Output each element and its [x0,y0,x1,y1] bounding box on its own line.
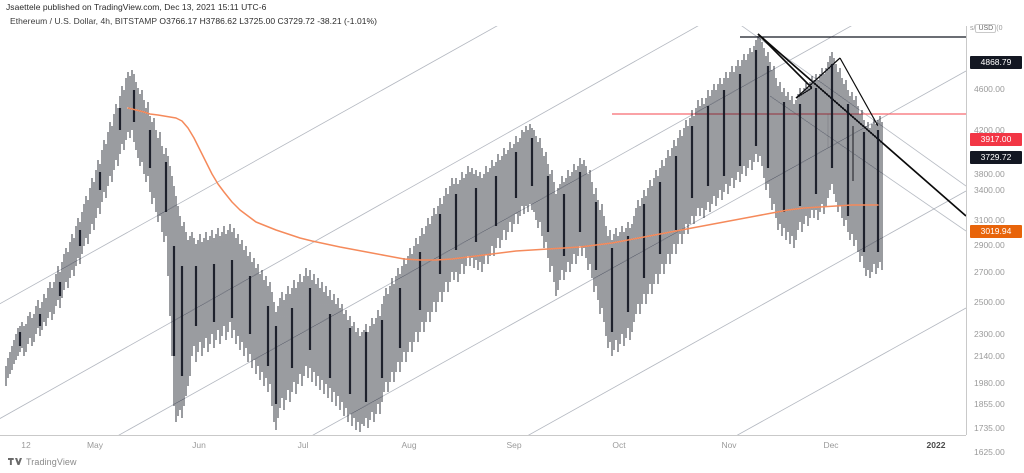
price-tick: 2500.00 [974,297,1005,307]
price-tick: 2140.00 [974,351,1005,361]
time-tick: Aug [401,440,417,450]
currency-prefix: s/ [970,25,976,32]
tradingview-logo-icon [8,457,22,465]
time-tick: Dec [823,440,839,450]
last-price-tag[interactable]: 3729.72 [970,151,1022,164]
time-tick: May [86,440,104,450]
symbol-quote-line: Ethereum / U.S. Dollar, 4h, BITSTAMP O37… [10,16,377,26]
time-axis[interactable]: 12 May Jun Jul Aug Sep Oct Nov Dec 2022 [0,435,1024,455]
high-price-tag[interactable]: 4868.79 [970,56,1022,69]
price-candles [5,36,883,432]
alert-price-tag[interactable]: 3917.00 [970,133,1022,146]
price-tick: 1855.00 [974,399,1005,409]
watermark-label: TradingView [26,457,77,467]
tradingview-watermark: TradingView [8,457,77,467]
open-value: O3766.17 [159,16,198,26]
high-value: H3786.62 [199,16,237,26]
price-tick: 2700.00 [974,267,1005,277]
time-tick: 2022 [926,440,946,450]
ma-price-tag[interactable]: 3019.94 [970,225,1022,238]
price-tick: 4600.00 [974,84,1005,94]
close-value: C3729.72 [277,16,315,26]
time-tick: Jul [297,440,309,450]
time-tick: Jun [192,440,206,450]
price-axis-separator [966,26,967,435]
price-tick: 2900.00 [974,240,1005,250]
price-axis[interactable]: s/USD (0 4600.00 4200.00 3800.00 3400.00 3100… [966,24,1024,457]
time-tick: 12 [21,440,31,450]
price-tick: 1980.00 [974,378,1005,388]
ascending-channel-gray [0,26,966,435]
price-tick: 3800.00 [974,169,1005,179]
price-tick: 3100.00 [974,215,1005,225]
candle-bodies [18,50,880,404]
price-tick: 2300.00 [974,329,1005,339]
currency-code[interactable]: USD [975,24,997,33]
low-value: L3725.00 [239,16,276,26]
time-tick: Nov [721,440,737,450]
publisher-line: Jsaettele published on TradingView.com, … [6,2,267,12]
chart-plot-area[interactable] [0,26,966,435]
price-tick: 1735.00 [974,423,1005,433]
currency-suffix: (0 [996,25,1003,32]
price-tick: 4200.00 [974,125,1005,135]
change-value: -38.21 (-1.01%) [317,16,378,26]
chart-canvas [0,26,966,435]
price-tick: 3400.00 [974,185,1005,195]
time-tick: Sep [506,440,522,450]
time-tick: Oct [612,440,626,450]
price-tick: 1625.00 [974,447,1005,457]
moving-average-line [127,107,879,261]
time-axis-separator [0,435,966,436]
symbol-label[interactable]: Ethereum / U.S. Dollar, 4h, BITSTAMP [10,16,157,26]
currency-selector[interactable]: s/USD (0 [970,24,1003,33]
